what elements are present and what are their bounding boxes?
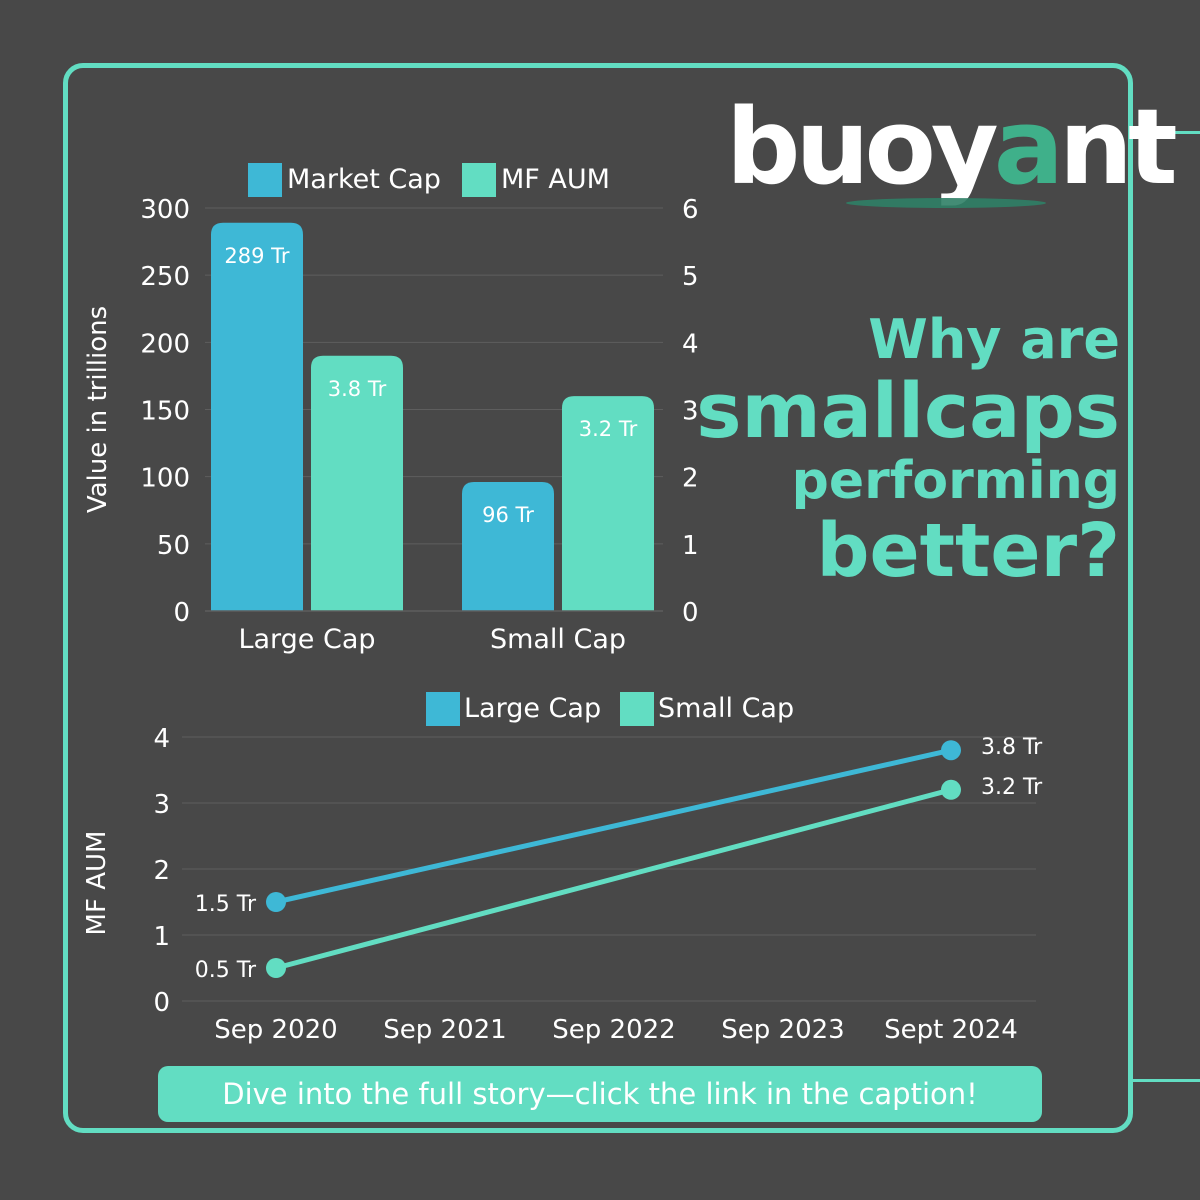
bar-data-label: 289 Tr bbox=[224, 244, 289, 268]
bar-data-label: 3.8 Tr bbox=[328, 377, 387, 401]
bar-legend-swatch bbox=[248, 163, 282, 197]
bar-mf-aum bbox=[311, 355, 403, 611]
headline-line-2: smallcaps bbox=[696, 366, 1120, 455]
bar-y2-tick-label: 2 bbox=[682, 464, 699, 494]
bar-mf-aum bbox=[562, 396, 654, 611]
brand-logo: buoyant bbox=[726, 86, 1178, 208]
bar-y-tick-label: 150 bbox=[140, 397, 190, 427]
bar-legend-label: Market Cap bbox=[287, 164, 441, 195]
bar-y-tick-label: 0 bbox=[173, 598, 190, 628]
bar-y2-tick-label: 6 bbox=[682, 195, 699, 225]
headline: Why are smallcaps performing better? bbox=[680, 308, 1120, 590]
bar-market-cap bbox=[462, 482, 554, 611]
bar-legend-swatch bbox=[462, 163, 496, 197]
bar-y2-tick-label: 1 bbox=[682, 531, 699, 561]
bar-data-label: 96 Tr bbox=[482, 503, 534, 527]
headline-line-3: performing bbox=[791, 451, 1120, 511]
bar-y-tick-label: 300 bbox=[140, 195, 190, 225]
bar-x-tick-label: Small Cap bbox=[490, 624, 626, 655]
bar-y-tick-label: 200 bbox=[140, 329, 190, 359]
bar-y2-tick-label: 0 bbox=[682, 598, 699, 628]
bar-data-label: 3.2 Tr bbox=[579, 417, 638, 441]
headline-line-4: better? bbox=[816, 508, 1120, 594]
bar-y2-tick-label: 3 bbox=[682, 397, 699, 427]
bar-x-tick-label: Large Cap bbox=[238, 624, 375, 655]
decorative-line-bottom bbox=[1133, 1079, 1200, 1082]
bar-y-tick-label: 250 bbox=[140, 262, 190, 292]
decorative-line-top bbox=[1133, 131, 1200, 134]
bar-y2-tick-label: 5 bbox=[682, 262, 699, 292]
card-frame bbox=[63, 63, 1133, 1133]
bar-y-tick-label: 50 bbox=[157, 531, 190, 561]
bar-y2-tick-label: 4 bbox=[682, 329, 699, 359]
bar-y-axis-label: Value in trillions bbox=[83, 306, 113, 513]
cta-banner[interactable]: Dive into the full story—click the link … bbox=[158, 1066, 1042, 1122]
bar-market-cap bbox=[211, 222, 303, 611]
bar-legend-label: MF AUM bbox=[501, 164, 610, 195]
headline-line-1: Why are bbox=[868, 308, 1120, 371]
bar-y-tick-label: 100 bbox=[140, 464, 190, 494]
